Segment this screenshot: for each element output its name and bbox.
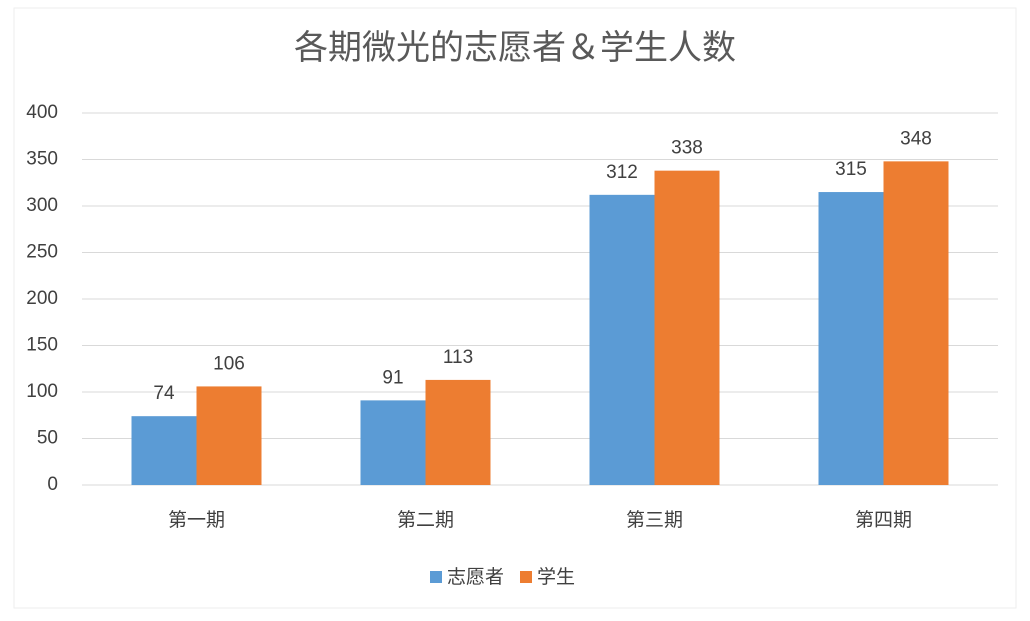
y-tick-label: 0 xyxy=(47,474,58,495)
data-label: 348 xyxy=(900,128,932,149)
legend-swatch xyxy=(520,571,532,583)
data-label: 91 xyxy=(382,367,403,388)
x-tick-label: 第三期 xyxy=(626,509,683,531)
data-label: 315 xyxy=(835,159,867,180)
legend-label: 志愿者 xyxy=(447,566,504,588)
x-tick-label: 第一期 xyxy=(168,509,225,531)
bar xyxy=(654,170,720,485)
data-label: 74 xyxy=(153,383,175,404)
bar xyxy=(425,379,491,485)
data-label: 113 xyxy=(443,347,473,368)
y-tick-label: 200 xyxy=(26,288,58,309)
data-label: 312 xyxy=(606,162,638,183)
legend-swatch xyxy=(430,571,442,583)
x-tick-label: 第二期 xyxy=(397,509,454,531)
data-label: 106 xyxy=(213,353,245,374)
chart-title: 各期微光的志愿者＆学生人数 xyxy=(294,29,736,67)
y-tick-label: 250 xyxy=(26,242,58,263)
bar xyxy=(131,416,197,485)
y-tick-label: 150 xyxy=(26,335,58,356)
y-tick-label: 400 xyxy=(26,102,58,123)
legend-label: 学生 xyxy=(537,566,575,588)
y-tick-label: 300 xyxy=(26,195,58,216)
bar xyxy=(818,192,884,486)
bar xyxy=(883,161,949,486)
bar xyxy=(589,194,655,485)
data-label: 338 xyxy=(671,138,703,159)
y-tick-label: 350 xyxy=(26,149,58,170)
x-tick-label: 第四期 xyxy=(855,509,912,531)
y-tick-label: 100 xyxy=(26,381,58,402)
bar xyxy=(196,386,262,485)
y-tick-label: 50 xyxy=(37,428,58,449)
bar xyxy=(360,400,426,485)
